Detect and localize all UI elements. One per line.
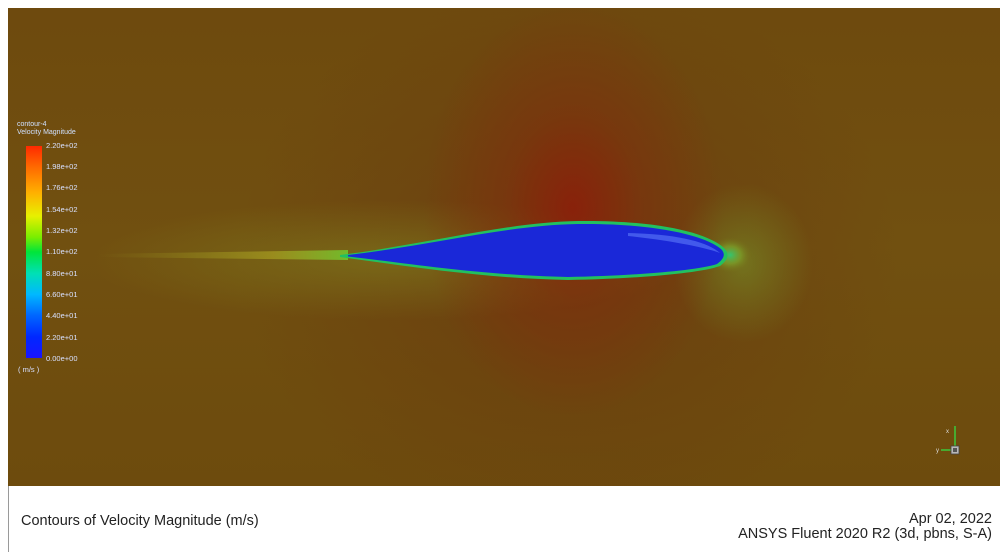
- graphics-viewport[interactable]: contour-4 Velocity Magnitude 2.20e+02 1.…: [8, 8, 1000, 486]
- legend-tick: 8.80e+01: [46, 269, 78, 278]
- legend-tick: 0.00e+00: [46, 354, 78, 363]
- wake-region: [98, 250, 348, 260]
- legend-tick: 1.10e+02: [46, 247, 78, 256]
- axis-y-label: y: [936, 448, 939, 454]
- legend-tick: 2.20e+02: [46, 141, 78, 150]
- caption-date: Apr 02, 2022: [908, 511, 992, 527]
- caption-divider: [8, 486, 9, 552]
- legend-tick: 1.54e+02: [46, 205, 78, 214]
- axis-triad-icon[interactable]: x y: [935, 420, 965, 460]
- airfoil-contour: [98, 220, 752, 280]
- legend-tick: 6.60e+01: [46, 290, 78, 299]
- legend-tick: 2.20e+01: [46, 333, 78, 342]
- caption-title: Contours of Velocity Magnitude (m/s): [21, 513, 259, 529]
- colorbar: [26, 146, 42, 358]
- caption-product: ANSYS Fluent 2020 R2 (3d, pbns, S-A): [738, 526, 992, 542]
- airfoil-highlight: [628, 233, 720, 253]
- legend-tick: 1.32e+02: [46, 226, 78, 235]
- legend-units: ( m/s ): [18, 365, 40, 374]
- axis-x-label: x: [946, 429, 949, 435]
- legend-tick: 1.98e+02: [46, 162, 78, 171]
- airfoil-body: [348, 223, 724, 277]
- legend-variable: Velocity Magnitude: [17, 129, 76, 136]
- legend-tick: 1.76e+02: [46, 183, 78, 192]
- legend-tick: 4.40e+01: [46, 311, 78, 320]
- legend-name: contour-4: [17, 121, 47, 128]
